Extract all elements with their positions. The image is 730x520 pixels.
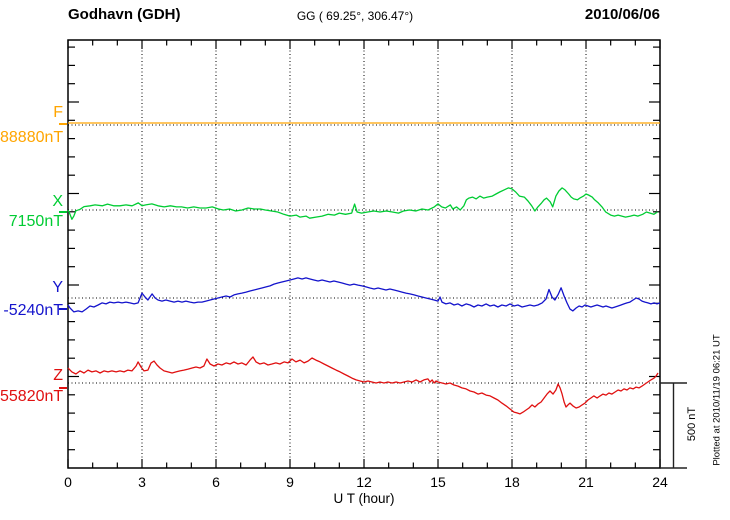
x-tick-label: 18 bbox=[504, 474, 520, 490]
scale-bar-label: 500 nT bbox=[686, 406, 698, 442]
x-tick-label: 21 bbox=[578, 474, 594, 490]
component-value-f: 88880nT bbox=[0, 129, 64, 146]
trace-y bbox=[67, 277, 661, 313]
station-title: Godhavn (GDH) bbox=[68, 6, 181, 23]
x-axis-title: U T (hour) bbox=[333, 491, 395, 506]
x-tick-label: 0 bbox=[64, 474, 72, 490]
component-value-x: 7150nT bbox=[8, 213, 63, 230]
x-tick-label: 24 bbox=[652, 474, 668, 490]
station-coordinates: GG ( 69.25°, 306.47°) bbox=[296, 9, 414, 23]
component-value-z: 55820nT bbox=[0, 388, 64, 405]
trace-z bbox=[67, 356, 659, 415]
plot-date: 2010/06/06 bbox=[584, 6, 660, 23]
plotted-at-note: Plotted at 2010/11/19 06:21 UT bbox=[711, 334, 723, 466]
trace-x bbox=[67, 187, 658, 220]
component-value-y: -5240nT bbox=[3, 302, 63, 319]
component-label-f: F bbox=[53, 104, 63, 121]
x-tick-label: 15 bbox=[430, 474, 446, 490]
x-tick-label: 9 bbox=[286, 474, 294, 490]
x-tick-label: 3 bbox=[138, 474, 146, 490]
x-tick-label: 12 bbox=[356, 474, 372, 490]
component-label-z: Z bbox=[53, 367, 63, 384]
component-label-y: Y bbox=[52, 279, 63, 296]
x-tick-label: 6 bbox=[212, 474, 220, 490]
component-label-x: X bbox=[52, 193, 63, 210]
